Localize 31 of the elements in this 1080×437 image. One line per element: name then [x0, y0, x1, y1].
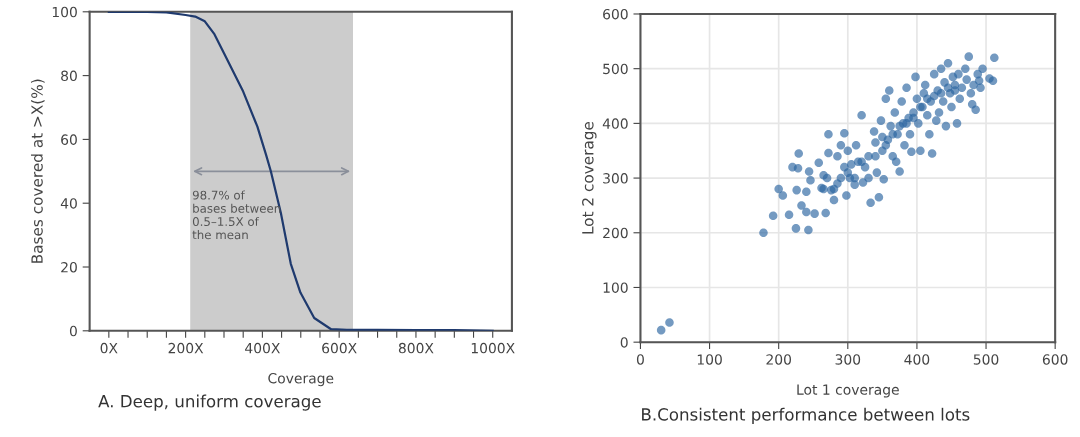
x-tick-label: 200X — [168, 342, 204, 354]
x-tick-label: 600X — [322, 342, 357, 354]
y-tick-label: 400 — [602, 118, 628, 129]
y-tick-label: 20 — [61, 261, 77, 273]
y-tick-label: 100 — [603, 282, 628, 293]
y-tick-label: 40 — [60, 198, 77, 209]
x-tick-label: 800X — [398, 342, 434, 354]
x-tick-label: 500 — [973, 354, 999, 365]
x-tick-label: 400X — [245, 342, 280, 354]
x-tick-label: 100 — [697, 354, 722, 365]
y-axis-title: Lot 2 coverage — [582, 121, 597, 234]
y-axis-title: Bases covered at >X(%) — [30, 79, 45, 263]
y-tick-label: 300 — [603, 173, 628, 184]
x-axis-title: Coverage — [268, 372, 334, 387]
x-axis-title: Lot 1 coverage — [797, 384, 899, 398]
y-tick-label: 60 — [61, 134, 77, 145]
text: A. Deep, uniform coverage — [98, 394, 321, 411]
x-tick-label: 400 — [904, 354, 930, 365]
x-tick-label: 1000X — [471, 342, 515, 354]
x-tick-label: 200 — [766, 354, 792, 365]
y-tick-label: 80 — [61, 70, 77, 82]
text: B.Consistent performance between lots — [642, 407, 970, 424]
x-tick-label: 0 — [636, 354, 644, 365]
y-tick-label: 200 — [603, 227, 628, 239]
y-tick-label: 600 — [603, 8, 628, 20]
y-tick-label: 100 — [52, 6, 77, 18]
y-tick-label: 0 — [69, 325, 77, 337]
x-tick-label: 600 — [1042, 354, 1068, 365]
x-tick-label: 300 — [835, 354, 861, 365]
x-tick-label: 0X — [100, 342, 118, 354]
y-tick-label: 500 — [603, 63, 628, 75]
